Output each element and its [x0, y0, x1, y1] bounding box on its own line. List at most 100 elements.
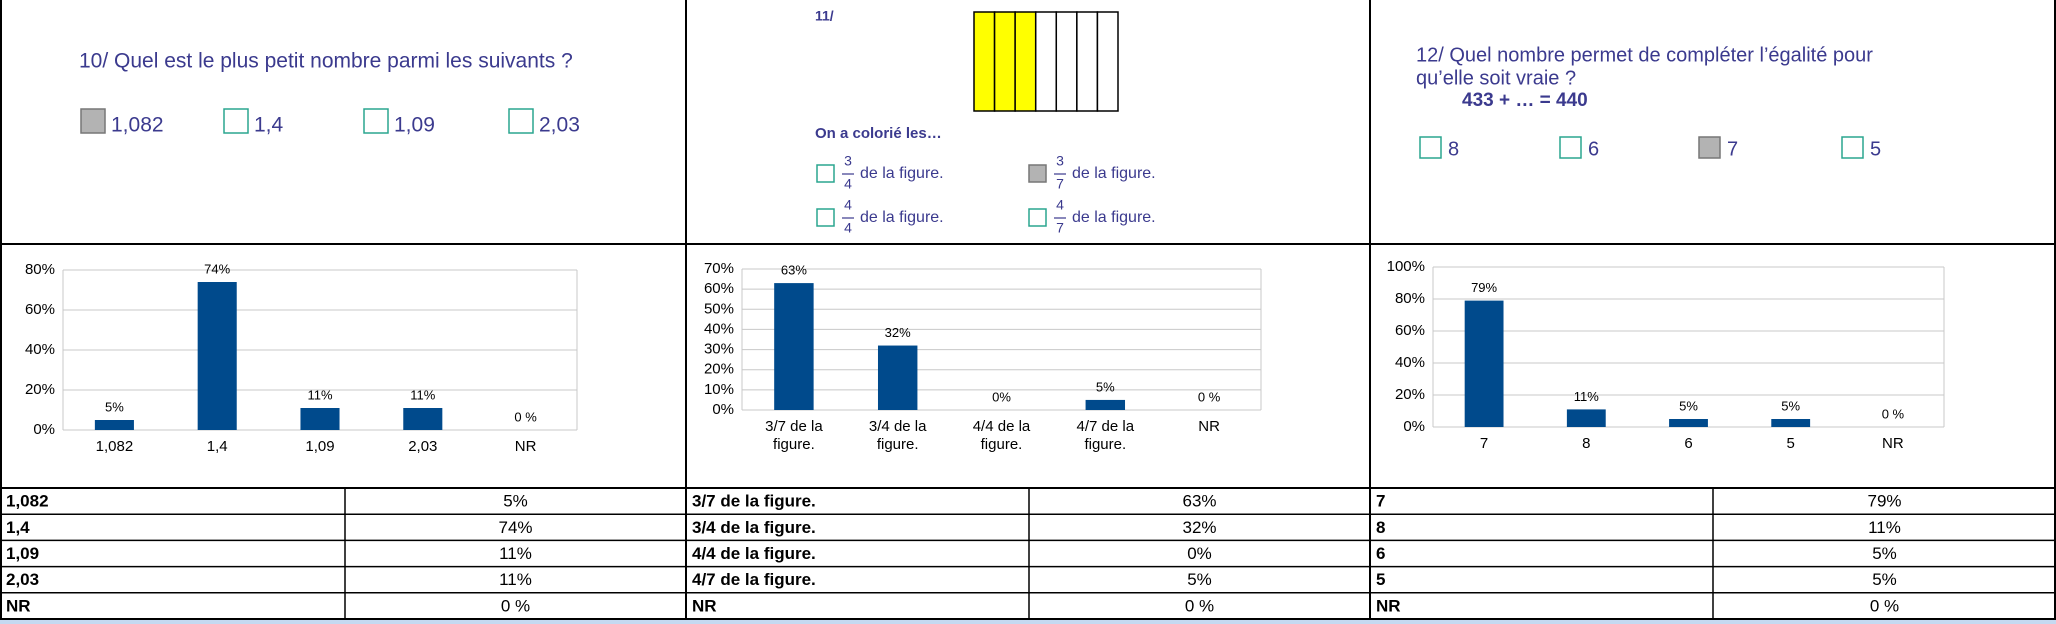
option-text: de la figure.	[860, 209, 944, 226]
x-tick-label-box: 6	[1684, 435, 1693, 452]
table-value: 0 %	[1870, 596, 1899, 615]
y-tick-label: 80%	[25, 261, 55, 278]
table-label: 1,082	[6, 492, 49, 511]
bar	[877, 345, 918, 410]
value-label: 11%	[410, 387, 435, 402]
fraction-numerator: 4	[1056, 197, 1064, 213]
option-text: de la figure.	[1072, 209, 1156, 226]
option-label: 5	[1870, 138, 1881, 160]
fraction-denominator: 4	[844, 220, 852, 236]
x-tick-label: NR	[1198, 418, 1220, 435]
x-tick-label-box: 4/7 de la figure.	[1076, 418, 1135, 453]
y-tick-label: 60%	[25, 301, 55, 318]
value-label: 74%	[204, 261, 230, 276]
y-tick-label: 40%	[1395, 354, 1425, 371]
checkbox	[1841, 136, 1864, 159]
bottom-strip	[0, 620, 2056, 624]
value-label: 5%	[1096, 379, 1115, 394]
checkbox	[816, 208, 835, 227]
bar	[403, 408, 443, 430]
question-title: 12/ Quel nombre permet de compléter l’ég…	[1416, 44, 1873, 66]
table-value: 63%	[1182, 492, 1216, 511]
y-tick-label: 40%	[25, 341, 55, 358]
y-tick-label: 70%	[704, 260, 734, 277]
table-label: 3/4 de la figure.	[692, 518, 816, 537]
x-tick-label-box: 2,03	[408, 438, 437, 455]
x-tick-label-box: 4/4 de la figure.	[972, 418, 1031, 453]
figure-part	[973, 11, 996, 112]
figure-part	[1076, 11, 1099, 112]
table-label: 7	[1376, 492, 1385, 511]
x-tick-label: 1,4	[206, 438, 228, 455]
value-label: 63%	[781, 263, 807, 278]
value-label: 0 %	[1198, 389, 1221, 404]
table-label: 4/7 de la figure.	[692, 570, 816, 589]
y-tick-label: 0%	[1403, 418, 1425, 435]
y-tick-label: 60%	[704, 280, 734, 297]
x-tick-label: 6	[1684, 435, 1693, 452]
bar	[1669, 419, 1708, 427]
x-tick-label-box: 1,082	[95, 438, 134, 455]
fraction-denominator: 7	[1056, 176, 1064, 192]
x-tick-label-box: 3/4 de la figure.	[869, 418, 927, 453]
question-title: qu’elle soit vraie ?	[1416, 67, 1576, 89]
y-tick-label: 60%	[1395, 322, 1425, 339]
option-label: 6	[1588, 138, 1599, 160]
x-tick-label: 7	[1479, 435, 1489, 452]
table-label: 6	[1376, 544, 1385, 563]
table-value: 5%	[503, 492, 528, 511]
y-tick-label: 10%	[704, 381, 734, 398]
figure-part	[1034, 11, 1058, 112]
value-label: 5%	[105, 399, 124, 414]
option-label: 1,082	[111, 114, 164, 137]
x-tick-label: 4/4 de la figure.	[972, 418, 1031, 453]
table-label: NR	[6, 596, 31, 615]
table-value: 32%	[1182, 518, 1216, 537]
x-tick-label-box: 5	[1786, 435, 1795, 452]
figure-part	[1096, 11, 1119, 112]
table-label: 4/4 de la figure.	[692, 544, 816, 563]
bar	[1085, 399, 1126, 410]
bar	[1566, 409, 1606, 427]
y-tick-label: 50%	[704, 300, 734, 317]
checkbox	[1559, 136, 1582, 159]
option-text: de la figure.	[860, 165, 944, 182]
checkbox	[1028, 164, 1047, 183]
table-value: 0 %	[501, 596, 530, 615]
value-label: 0%	[992, 389, 1011, 404]
x-tick-label: NR	[514, 438, 537, 455]
bar	[1771, 419, 1811, 427]
table-value: 74%	[498, 518, 532, 537]
x-tick-label: 1,082	[95, 438, 134, 455]
bar	[1464, 300, 1504, 427]
value-label: 11%	[307, 387, 332, 402]
x-tick-label-box: NR	[1882, 435, 1904, 452]
checkbox	[80, 108, 106, 134]
y-tick-label: 30%	[704, 341, 734, 358]
table-value: 11%	[499, 570, 532, 589]
table-label: 8	[1376, 518, 1385, 537]
option-label: 7	[1727, 138, 1738, 160]
y-tick-label: 20%	[1395, 386, 1425, 403]
table-label: NR	[692, 596, 717, 615]
table-label: 3/7 de la figure.	[692, 492, 816, 511]
figure-part	[993, 11, 1016, 112]
x-tick-label: 4/7 de la figure.	[1076, 418, 1135, 453]
x-tick-label: 3/7 de la figure.	[765, 418, 823, 453]
checkbox	[816, 164, 835, 183]
checkbox	[508, 108, 534, 134]
table-value: 0 %	[1185, 596, 1214, 615]
question-prompt: On a colorié les…	[815, 125, 942, 142]
table-value: 79%	[1867, 492, 1901, 511]
x-tick-label-box: NR	[1198, 418, 1220, 435]
table-value: 5%	[1872, 570, 1897, 589]
x-tick-label: 5	[1786, 435, 1795, 452]
checkbox	[1028, 208, 1047, 227]
y-tick-label: 100%	[1387, 258, 1425, 275]
x-tick-label-box: 1,09	[305, 438, 334, 455]
question-label: 11/	[815, 8, 834, 24]
checkbox	[223, 108, 249, 134]
x-tick-label: 8	[1582, 435, 1591, 452]
option-label: 8	[1448, 138, 1459, 160]
